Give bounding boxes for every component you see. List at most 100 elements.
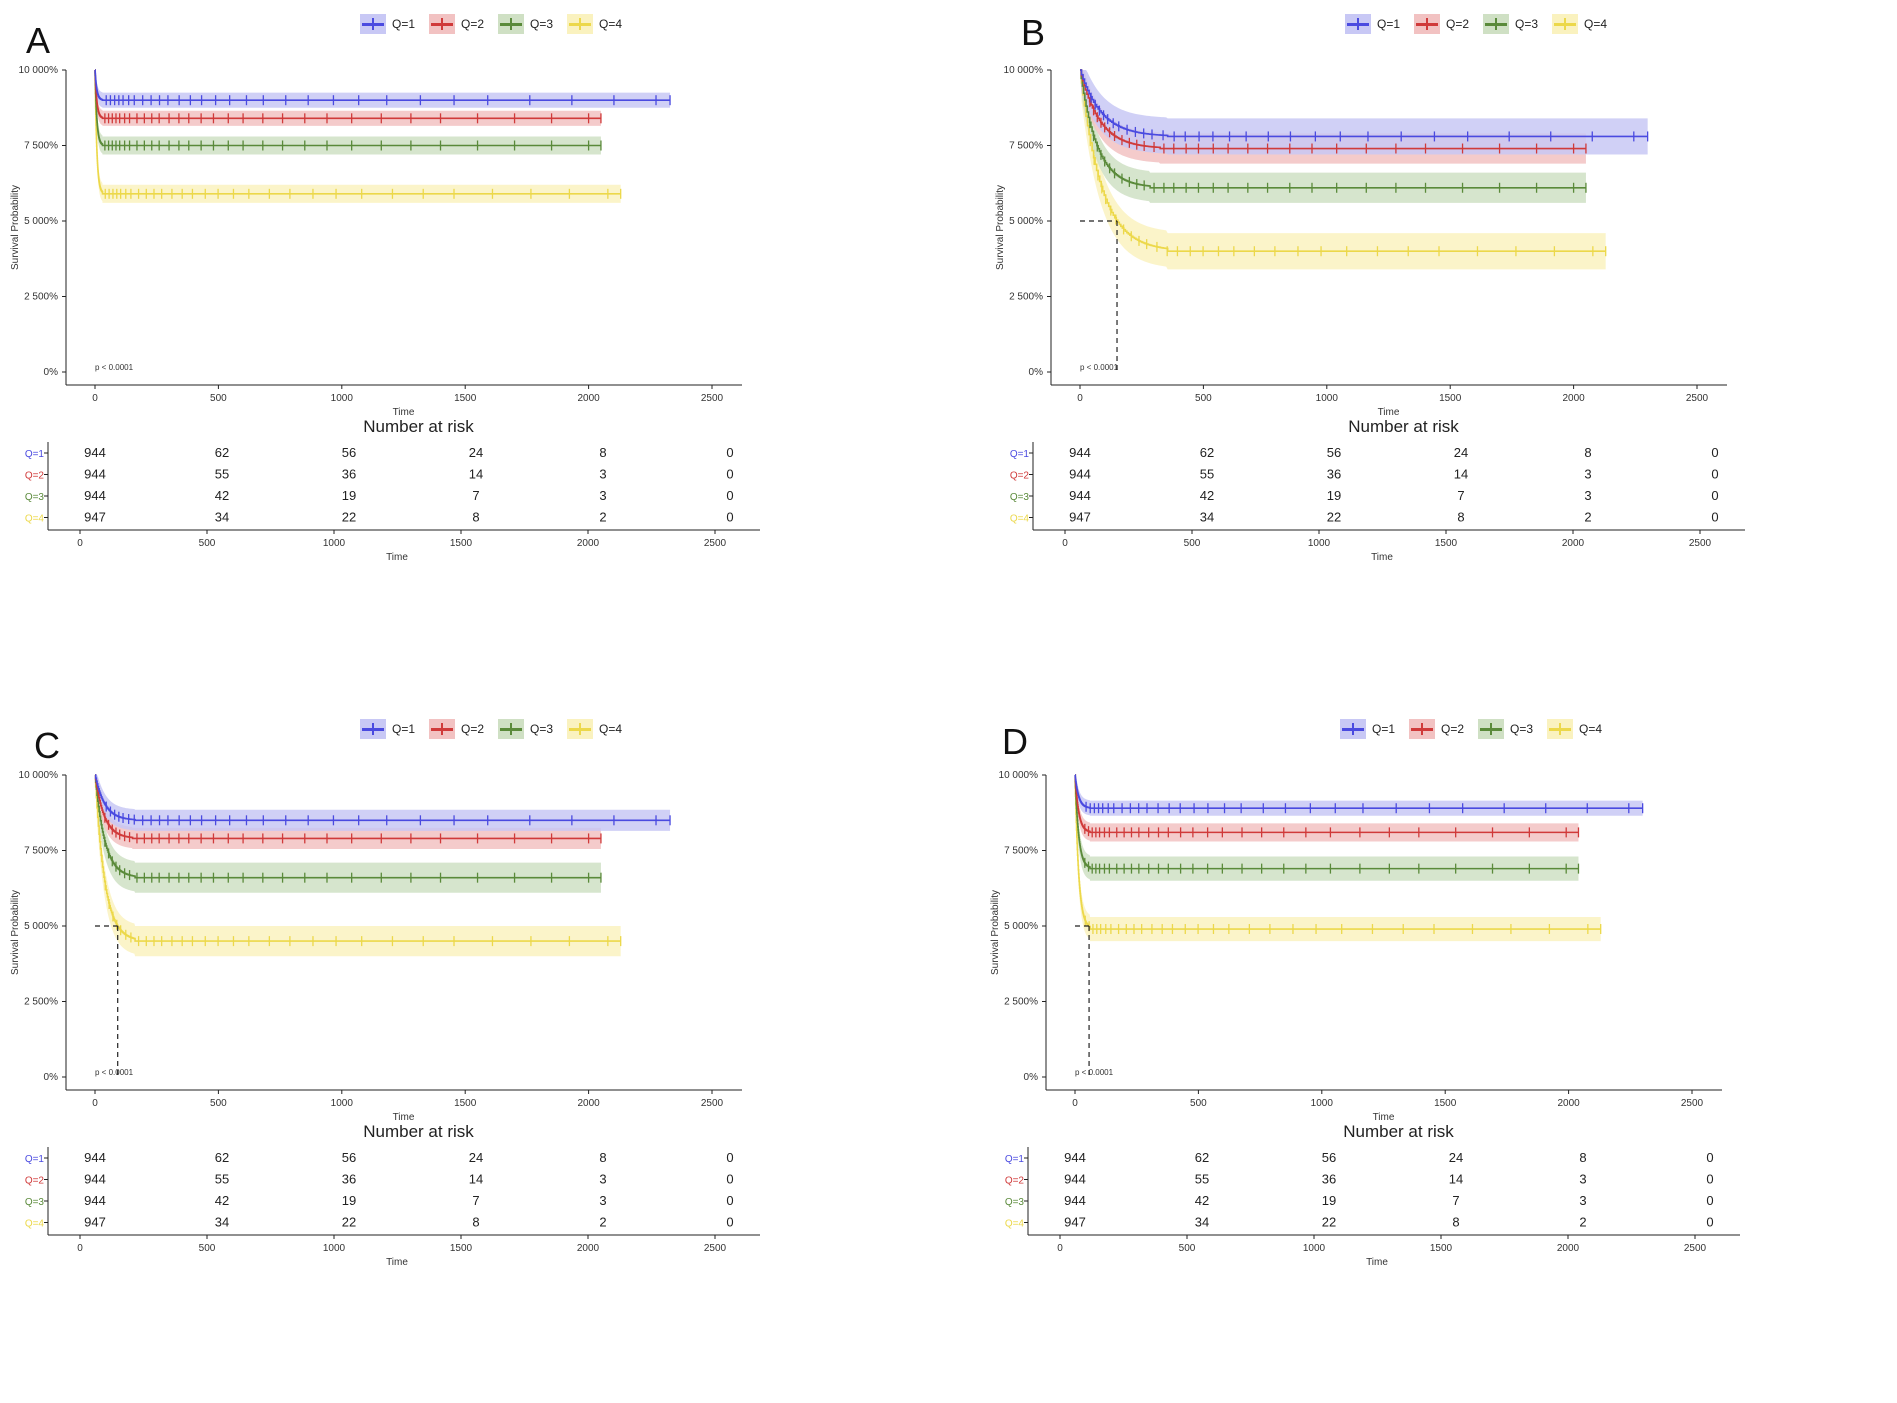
- x-tick-label: 2500: [701, 1098, 724, 1109]
- survival-chart-b: 0% 2 500% 5 000% 7 500% 10 000% 0 500 1000 1500 2…: [995, 65, 1745, 563]
- risk-table-title: Number at risk: [1343, 1122, 1454, 1141]
- p-value-label: p < 0.0001: [1075, 1068, 1114, 1077]
- legend-key-q4: [567, 719, 594, 739]
- risk-table-x-tick-label: 1000: [1303, 1243, 1326, 1254]
- x-tick-label: 2500: [1681, 1098, 1704, 1109]
- y-tick-label: 0%: [44, 1072, 59, 1083]
- risk-table-x-tick-label: 2500: [704, 538, 727, 549]
- risk-cell: 0: [726, 1150, 733, 1165]
- risk-cell: 19: [342, 1193, 356, 1208]
- legend-key-tick: [372, 18, 374, 30]
- risk-cell: 8: [1579, 1150, 1586, 1165]
- y-axis-label: Survival Probability: [10, 185, 21, 270]
- panel-letter: A: [26, 20, 51, 61]
- legend-item-q1: Q=1: [360, 719, 415, 739]
- risk-cell: 0: [726, 1215, 733, 1230]
- legend-label-q3: Q=3: [530, 722, 554, 736]
- risk-cell: 3: [599, 1193, 606, 1208]
- risk-cell: 7: [1457, 488, 1464, 503]
- legend-key-tick: [510, 723, 513, 735]
- risk-cell: 947: [84, 510, 106, 525]
- legend-item-q2: Q=2: [1414, 14, 1469, 34]
- confidence-band-q4: [95, 70, 621, 203]
- legend-key-tick: [441, 723, 444, 735]
- legend-label-q2: Q=2: [461, 722, 485, 736]
- risk-cell: 34: [215, 510, 229, 525]
- risk-row-label-q4: Q=4: [1005, 1219, 1025, 1230]
- risk-row-label-q1: Q=1: [25, 449, 45, 460]
- risk-cell: 56: [1327, 445, 1341, 460]
- risk-cell: 56: [1322, 1150, 1336, 1165]
- confidence-band-q1: [95, 70, 671, 108]
- survival-chart-a: 0% 2 500% 5 000% 7 500% 10 000% 0 500 1000 1500 2…: [10, 65, 760, 563]
- legend-item-q2: Q=2: [429, 14, 484, 34]
- risk-table-x-tick-label: 2000: [1557, 1243, 1580, 1254]
- legend-label-q1: Q=1: [392, 722, 416, 736]
- risk-cell: 55: [1200, 467, 1214, 482]
- risk-cell: 34: [1195, 1215, 1209, 1230]
- risk-cell: 3: [1584, 467, 1591, 482]
- risk-cell: 944: [1064, 1150, 1086, 1165]
- y-tick-label: 10 000%: [999, 770, 1039, 781]
- risk-row-label-q4: Q=4: [1010, 514, 1030, 525]
- legend-key-q2: [1409, 719, 1436, 739]
- risk-cell: 947: [1069, 510, 1091, 525]
- risk-cell: 62: [1195, 1150, 1209, 1165]
- legend-key-tick: [372, 723, 374, 735]
- legend-key-q2: [1414, 14, 1441, 34]
- risk-table-x-tick-label: 1000: [323, 538, 346, 549]
- y-tick-label: 0%: [1024, 1072, 1039, 1083]
- x-tick-label: 500: [210, 393, 227, 404]
- risk-cell: 944: [1069, 467, 1091, 482]
- legend-item-q3: Q=3: [1483, 14, 1538, 34]
- risk-cell: 8: [1457, 510, 1464, 525]
- survival-curve-q4: [1080, 69, 1606, 252]
- y-tick-label: 10 000%: [19, 770, 59, 781]
- risk-cell: 36: [342, 467, 356, 482]
- x-tick-label: 2500: [701, 393, 724, 404]
- confidence-band-q2: [95, 70, 601, 126]
- risk-cell: 944: [1069, 445, 1091, 460]
- x-tick-label: 2000: [1557, 1098, 1580, 1109]
- risk-cell: 36: [1327, 467, 1341, 482]
- risk-row-label-q4: Q=4: [25, 514, 45, 525]
- legend-item-q4: Q=4: [1552, 14, 1607, 34]
- risk-cell: 14: [469, 1172, 483, 1187]
- risk-table-x-tick-label: 500: [199, 1243, 216, 1254]
- risk-cell: 0: [1711, 467, 1718, 482]
- risk-cell: 42: [1200, 488, 1214, 503]
- p-value-label: p < 0.0001: [95, 1068, 134, 1077]
- y-tick-label: 7 500%: [24, 846, 58, 857]
- risk-cell: 0: [726, 510, 733, 525]
- risk-table-x-tick-label: 2500: [1689, 538, 1712, 549]
- risk-row-label-q1: Q=1: [25, 1154, 45, 1165]
- legend-key-tick: [1357, 18, 1359, 30]
- confidence-band-q3: [1075, 775, 1579, 881]
- risk-cell: 3: [599, 488, 606, 503]
- risk-cell: 14: [1449, 1172, 1463, 1187]
- risk-table-x-tick-label: 500: [199, 538, 216, 549]
- risk-cell: 24: [1449, 1150, 1463, 1165]
- risk-cell: 55: [215, 467, 229, 482]
- risk-table-x-tick-label: 0: [77, 538, 83, 549]
- survival-curve-q4: [1074, 774, 1601, 930]
- legend-key-q3: [498, 719, 525, 739]
- legend-item-q3: Q=3: [1478, 719, 1533, 739]
- x-tick-label: 2000: [577, 1098, 600, 1109]
- legend-label-q1: Q=1: [392, 17, 416, 31]
- x-tick-label: 2500: [1686, 393, 1709, 404]
- risk-row-label-q2: Q=2: [1010, 471, 1030, 482]
- legend-key-tick: [1490, 723, 1493, 735]
- legend-item-q1: Q=1: [360, 14, 415, 34]
- risk-cell: 2: [1579, 1215, 1586, 1230]
- legend-key-q4: [567, 14, 594, 34]
- legend-key-tick: [441, 18, 444, 30]
- legend-key-q1: [1345, 14, 1371, 34]
- x-axis-label: Time: [1373, 1112, 1395, 1123]
- legend-key-q4: [1547, 719, 1574, 739]
- survival-curve-q3: [1080, 69, 1586, 189]
- risk-cell: 34: [215, 1215, 229, 1230]
- risk-table-title: Number at risk: [363, 417, 474, 436]
- x-tick-label: 1000: [331, 393, 354, 404]
